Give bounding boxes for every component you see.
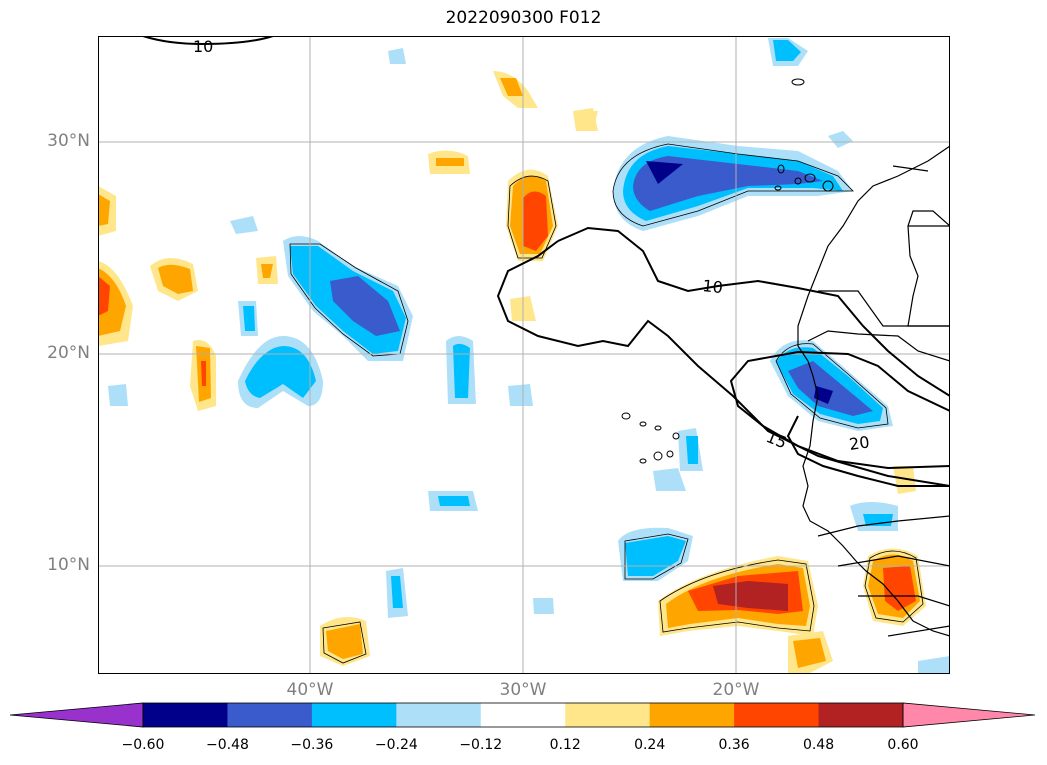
lat-label: 20°N bbox=[47, 343, 90, 363]
contour-label: 10 bbox=[193, 37, 213, 56]
bold-contours bbox=[142, 36, 950, 487]
colorbar-tick-label: −0.36 bbox=[290, 737, 334, 753]
colorbar-segment bbox=[480, 703, 566, 727]
anomaly-contours bbox=[289, 143, 924, 664]
colorbar-segment bbox=[311, 703, 397, 727]
lat-label: 10°N bbox=[47, 555, 90, 575]
colorbar-segment bbox=[734, 703, 820, 727]
colorbar-tick-label: −0.12 bbox=[459, 737, 503, 753]
colorbar-segment bbox=[565, 703, 651, 727]
colorbar-segment bbox=[649, 703, 735, 727]
contour-label: 10 bbox=[702, 276, 724, 297]
colorbar-outline bbox=[142, 702, 904, 728]
colorbar-segment bbox=[143, 703, 228, 727]
lon-label: 20°W bbox=[712, 680, 760, 700]
colorbar-tick-label: 0.24 bbox=[634, 737, 666, 753]
colorbar-segment bbox=[227, 703, 313, 727]
lat-label: 30°N bbox=[47, 131, 90, 151]
colorbar-under-triangle bbox=[10, 702, 144, 728]
coastlines bbox=[797, 145, 950, 637]
map-plot: 10 10 15 20 bbox=[98, 36, 950, 674]
colorbar-tick-label: 0.12 bbox=[549, 737, 581, 753]
colorbar-over-triangle bbox=[902, 702, 1036, 728]
colorbar-tick-label: 0.48 bbox=[802, 737, 835, 753]
colorbar-tick-label: −0.48 bbox=[205, 737, 249, 753]
colorbar-tick-label: −0.24 bbox=[374, 737, 418, 753]
colorbar bbox=[10, 702, 1036, 728]
map-title: 2022090300 F012 bbox=[445, 8, 602, 28]
colorbar-segment bbox=[818, 703, 904, 727]
grid-lines bbox=[98, 36, 950, 674]
contour-label: 20 bbox=[848, 432, 871, 454]
map-frame bbox=[98, 36, 950, 674]
colorbar-tick-label: −0.60 bbox=[121, 737, 165, 753]
colorbar-tick-label: 0.60 bbox=[887, 737, 919, 753]
islands bbox=[621, 78, 834, 464]
colorbar-segment bbox=[396, 703, 482, 727]
lon-label: 40°W bbox=[286, 680, 334, 700]
lon-label: 30°W bbox=[499, 680, 547, 700]
colorbar-tick-label: 0.36 bbox=[718, 737, 750, 753]
shaded-fields bbox=[98, 38, 950, 674]
